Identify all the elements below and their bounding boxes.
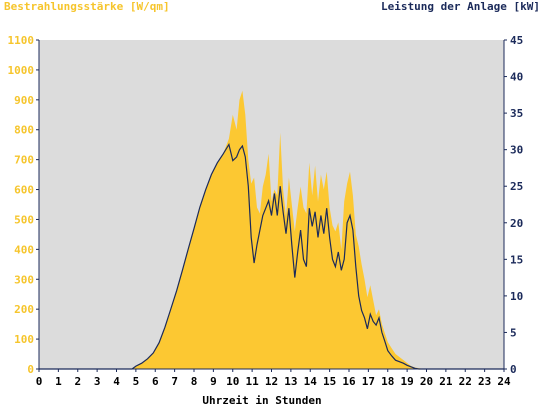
right-axis-title: Leistung der Anlage [kW] xyxy=(381,0,540,13)
left-axis-ticks: 0 100 200 300 400 500 600 700 800 900 1000 1100 xyxy=(8,34,39,376)
left-axis-title: Bestrahlungsstärke [W/qm] xyxy=(4,0,170,13)
x-tick-label: 17 xyxy=(362,375,375,388)
x-axis-title: Uhrzeit in Stunden xyxy=(202,394,321,407)
x-tick-label: 6 xyxy=(152,375,159,388)
x-tick-label: 4 xyxy=(113,375,120,388)
left-tick-label: 300 xyxy=(14,273,34,286)
right-tick-label: 0 xyxy=(510,363,517,376)
right-tick-label: 40 xyxy=(510,71,523,84)
left-tick-label: 900 xyxy=(14,94,34,107)
x-tick-label: 14 xyxy=(304,375,318,388)
x-tick-label: 16 xyxy=(342,375,356,388)
left-tick-label: 0 xyxy=(27,363,34,376)
x-tick-label: 21 xyxy=(439,375,453,388)
x-tick-label: 9 xyxy=(210,375,217,388)
x-axis-ticks: 0 1 2 3 4 5 6 7 8 9 10 11 12 13 14 15 16 17 18 19 20 21 22 23 24 xyxy=(36,369,511,388)
x-tick-label: 24 xyxy=(497,375,511,388)
left-tick-label: 200 xyxy=(14,303,34,316)
x-tick-label: 11 xyxy=(246,375,260,388)
x-tick-label: 22 xyxy=(459,375,472,388)
right-tick-label: 45 xyxy=(510,34,523,47)
right-tick-label: 15 xyxy=(510,253,523,266)
irradiance-area xyxy=(39,90,504,370)
x-tick-label: 20 xyxy=(420,375,433,388)
x-tick-label: 1 xyxy=(55,375,62,388)
left-tick-label: 800 xyxy=(14,124,34,137)
x-tick-label: 23 xyxy=(478,375,491,388)
x-tick-label: 8 xyxy=(191,375,198,388)
right-tick-label: 10 xyxy=(510,290,523,303)
left-tick-label: 1000 xyxy=(8,64,35,77)
left-tick-label: 700 xyxy=(14,154,34,167)
x-tick-label: 7 xyxy=(171,375,178,388)
right-tick-label: 25 xyxy=(510,180,523,193)
left-tick-label: 100 xyxy=(14,333,34,346)
x-tick-label: 3 xyxy=(94,375,101,388)
x-tick-label: 5 xyxy=(133,375,140,388)
right-tick-label: 5 xyxy=(510,326,517,339)
right-axis-ticks: 0 5 10 15 20 25 30 35 40 45 xyxy=(504,34,523,376)
x-tick-label: 13 xyxy=(284,375,297,388)
x-tick-label: 19 xyxy=(401,375,414,388)
right-tick-label: 35 xyxy=(510,107,523,120)
x-tick-label: 15 xyxy=(323,375,336,388)
right-tick-label: 20 xyxy=(510,217,523,230)
x-tick-label: 12 xyxy=(265,375,278,388)
left-tick-label: 1100 xyxy=(8,34,35,47)
power-line xyxy=(39,142,504,370)
x-tick-label: 0 xyxy=(36,375,43,388)
left-tick-label: 500 xyxy=(14,213,34,226)
left-tick-label: 400 xyxy=(14,243,34,256)
x-tick-label: 2 xyxy=(74,375,81,388)
right-tick-label: 30 xyxy=(510,144,523,157)
series-layer xyxy=(39,90,504,370)
x-tick-label: 10 xyxy=(226,375,239,388)
left-tick-label: 600 xyxy=(14,184,34,197)
x-tick-label: 18 xyxy=(381,375,394,388)
